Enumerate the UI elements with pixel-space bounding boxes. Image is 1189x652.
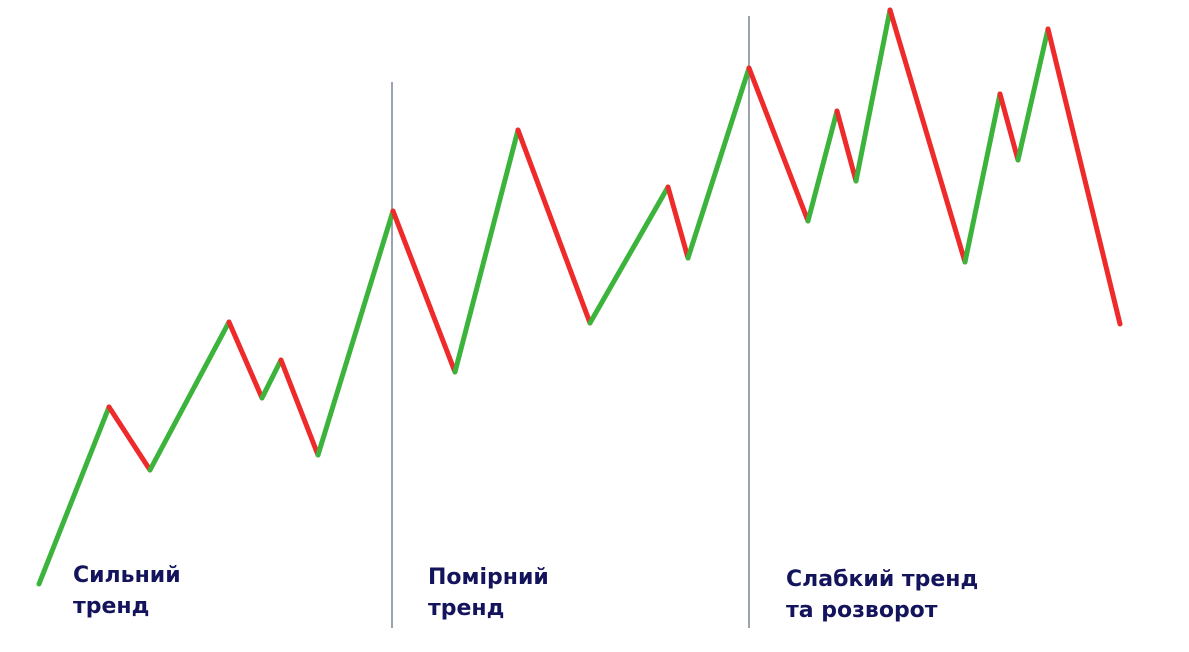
up-segment xyxy=(147,319,232,473)
up-segment xyxy=(259,357,284,401)
down-segment xyxy=(887,7,968,265)
label-moderate-line1: Помірний xyxy=(428,565,549,590)
down-segment xyxy=(746,65,811,224)
up-segment xyxy=(805,108,840,224)
down-segment xyxy=(834,108,859,184)
down-segment xyxy=(515,127,593,326)
label-weak-trend-reversal: Слабкий тренд та розворот xyxy=(786,564,978,626)
up-segment xyxy=(685,65,752,261)
label-strong-trend: Сильний тренд xyxy=(73,560,181,622)
label-moderate-trend: Помірний тренд xyxy=(428,562,549,624)
down-segment xyxy=(1045,26,1123,327)
price-zigzag-line xyxy=(36,7,1123,587)
label-weak-line2: та розворот xyxy=(786,598,938,623)
label-strong-line2: тренд xyxy=(73,594,150,619)
up-segment xyxy=(1015,26,1051,163)
label-moderate-line2: тренд xyxy=(428,596,505,621)
up-segment xyxy=(962,91,1003,265)
down-segment xyxy=(665,184,691,261)
up-segment xyxy=(452,127,521,375)
label-strong-line1: Сильний xyxy=(73,563,181,588)
up-segment xyxy=(853,7,893,184)
label-weak-line1: Слабкий тренд xyxy=(786,567,979,592)
up-segment xyxy=(315,208,396,458)
down-segment xyxy=(390,208,458,375)
down-segment xyxy=(997,91,1021,163)
down-segment xyxy=(226,319,265,401)
up-segment xyxy=(36,404,112,587)
down-segment xyxy=(278,357,321,458)
up-segment xyxy=(587,184,671,326)
down-segment xyxy=(106,404,153,473)
